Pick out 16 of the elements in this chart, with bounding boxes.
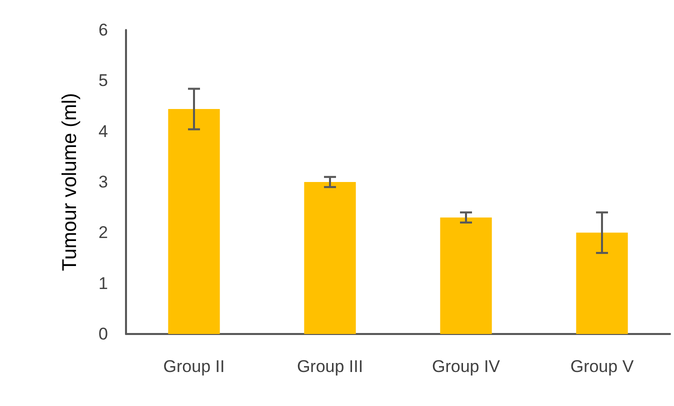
x-tick-label: Group V [570,357,634,376]
y-tick-label: 0 [98,324,108,344]
x-tick-label: Group III [296,357,364,376]
y-tick-label: 5 [98,71,108,90]
y-tick-label: 1 [98,274,108,293]
y-axis-title: Tumour volume (ml) [59,92,81,272]
x-tick-label: Group IV [432,357,501,376]
y-tick-label: 4 [98,122,108,141]
y-tick-label: 6 [98,20,108,40]
bar [576,232,628,334]
y-tick-label: 3 [98,172,108,192]
x-tick-label: Group II [163,357,225,376]
bar [440,217,492,334]
bar [304,182,356,334]
bar [168,109,220,334]
y-tick-label: 2 [98,223,108,242]
